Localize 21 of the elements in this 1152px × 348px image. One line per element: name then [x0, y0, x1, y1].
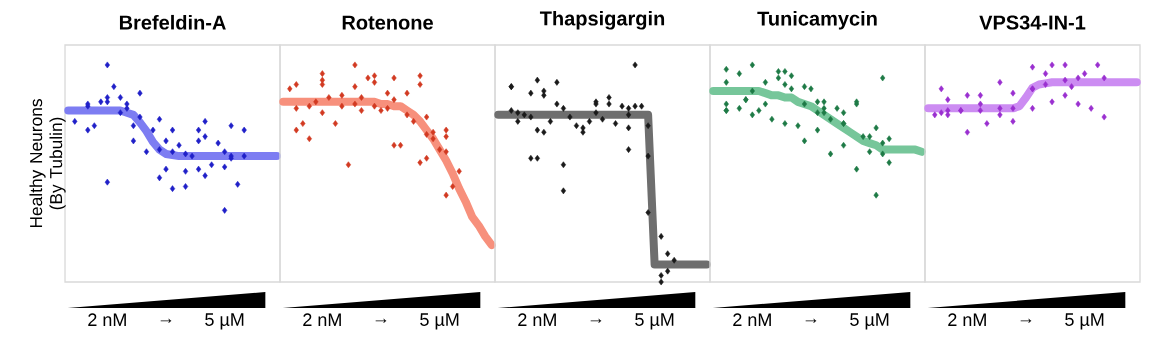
chart-title: Thapsigargin — [539, 10, 665, 30]
x-tick-label: 2 nM — [733, 313, 771, 326]
text: → — [590, 318, 602, 323]
x-tick-label: 5 µM — [1065, 313, 1104, 330]
x-tick-label: 5 µM — [205, 313, 244, 330]
x-tick-label: 2 nM — [518, 313, 556, 326]
x-tick-label: 5 µM — [420, 313, 459, 330]
chart-title: Tunicamycin — [757, 10, 877, 30]
text: → — [1020, 318, 1032, 323]
text: → — [805, 318, 817, 323]
x-tick-label: 2 nM — [88, 313, 126, 326]
text: → — [375, 318, 387, 323]
x-tick-label: 2 nM — [948, 313, 986, 326]
x-tick-label: 5 µM — [850, 313, 889, 330]
x-tick-label: 2 nM — [303, 313, 341, 326]
chart-title: VPS34-IN-1 — [979, 15, 1086, 30]
y-axis-title: Healthy Neurons (By Tubulin) — [29, 99, 66, 228]
chart-title: Brefeldin-A — [119, 14, 226, 30]
text: → — [160, 318, 172, 323]
x-tick-label: 5 µM — [635, 313, 674, 330]
chart-title: Rotenone — [342, 15, 433, 30]
